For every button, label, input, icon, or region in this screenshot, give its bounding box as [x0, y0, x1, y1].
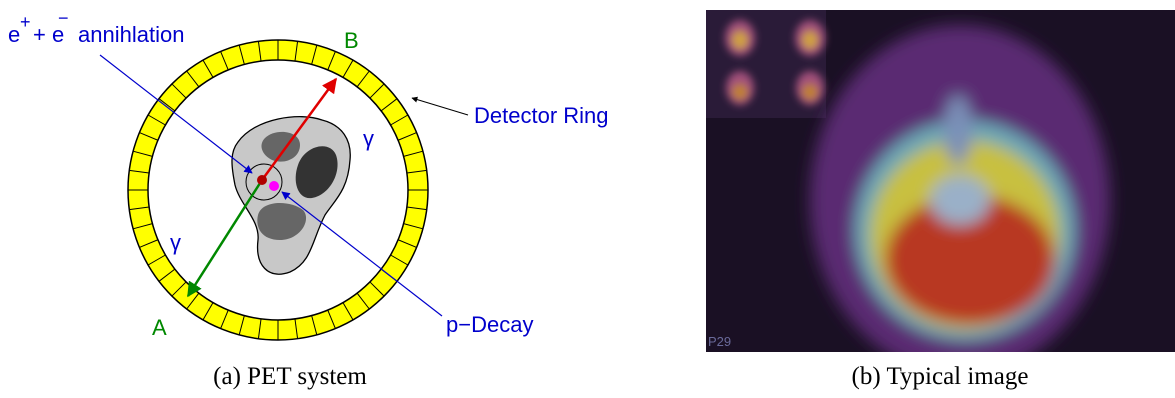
annihilation-point — [257, 175, 267, 185]
label-part: e — [8, 22, 20, 47]
label-part: annihlation — [78, 22, 184, 47]
caption-a: (a) PET system — [213, 363, 367, 390]
gamma-label: γ — [170, 230, 181, 255]
decay-point — [269, 181, 279, 191]
point-a: A — [152, 315, 167, 340]
ring-pointer — [412, 98, 468, 115]
label-sup: + — [20, 12, 31, 32]
detector-ring-label: Detector Ring — [474, 103, 609, 128]
label-sup: − — [58, 8, 69, 28]
image-label: P29 — [708, 334, 731, 349]
p-decay-label: p−Decay — [446, 312, 533, 337]
caption-b: (b) Typical image — [852, 363, 1029, 390]
brain-scan — [810, 25, 1110, 375]
pet-image: P29 — [706, 10, 1175, 375]
page: e + + e − annihlation B Detector Ring γ … — [0, 0, 1175, 398]
gamma-label: γ — [363, 126, 374, 151]
figure: e + + e − annihlation B Detector Ring γ … — [0, 0, 1175, 398]
annihilation-label: e + + e − annihlation — [8, 8, 184, 47]
point-b: B — [344, 28, 359, 53]
annihilation-pointer — [100, 55, 252, 173]
gamma-ray-a — [188, 180, 262, 296]
